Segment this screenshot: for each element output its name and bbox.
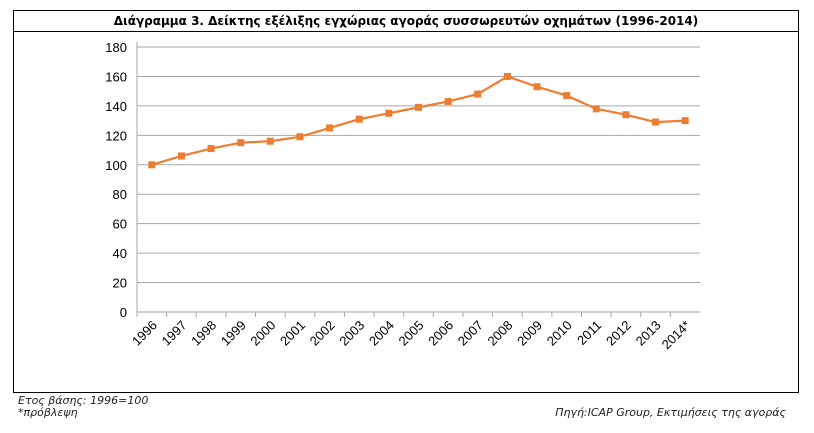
x-tick-label: 1996 — [129, 318, 160, 349]
series-line — [151, 75, 686, 166]
data-point — [266, 137, 274, 145]
y-tick-label: 60 — [113, 217, 127, 232]
data-point — [563, 92, 571, 100]
x-tick-label: 2009 — [514, 318, 545, 349]
x-tick-label: 1999 — [218, 318, 249, 349]
x-tick-label: 2000 — [247, 318, 278, 349]
y-tick-label: 180 — [105, 40, 127, 55]
x-tick-label: 2008 — [484, 318, 515, 349]
data-point — [474, 90, 482, 98]
data-point — [415, 103, 422, 111]
data-point — [237, 139, 245, 147]
source-note: Πηγή:ICAP Group, Εκτιμήσεις της αγοράς — [555, 406, 786, 419]
x-tick-label: 2005 — [396, 318, 427, 349]
data-point — [385, 109, 393, 117]
y-tick-label: 40 — [113, 246, 127, 261]
x-tick-label: 2013 — [633, 318, 664, 349]
x-tick-label: 2004 — [366, 318, 397, 349]
data-point — [148, 161, 156, 169]
x-tick-label: 2014* — [659, 318, 694, 353]
y-tick-label: 160 — [105, 69, 127, 84]
y-tick-label: 20 — [113, 276, 127, 291]
base-year-note: Ετος βάσης: 1996=100 — [18, 394, 149, 407]
x-tick-label: 2006 — [425, 318, 456, 349]
data-point — [177, 152, 185, 160]
data-point — [207, 145, 215, 153]
x-tick-label: 2003 — [336, 318, 367, 349]
x-tick-label: 2007 — [455, 318, 486, 349]
data-point — [326, 124, 334, 132]
data-point — [444, 97, 452, 105]
x-tick-label: 2012 — [603, 318, 634, 349]
x-tick-label: 1998 — [188, 318, 219, 349]
x-tick-label: 2001 — [277, 318, 308, 349]
chart-frame: Διάγραμμα 3. Δείκτης εξέλιξης εγχώριας α… — [13, 10, 799, 393]
data-point — [533, 83, 541, 91]
y-tick-label: 120 — [105, 128, 127, 143]
x-tick-label: 2011 — [574, 318, 604, 348]
x-tick-label: 2010 — [544, 318, 575, 349]
y-tick-label: 100 — [105, 158, 127, 173]
data-point — [681, 117, 689, 125]
data-point — [355, 115, 363, 123]
data-point — [592, 105, 600, 113]
x-tick-label: 2002 — [307, 318, 338, 349]
data-point — [296, 133, 304, 141]
y-tick-label: 0 — [120, 305, 127, 320]
data-point — [503, 72, 511, 80]
data-point — [652, 118, 660, 126]
x-tick-label: 1997 — [159, 318, 190, 349]
y-tick-label: 140 — [105, 99, 127, 114]
data-point — [622, 111, 630, 119]
y-tick-label: 80 — [113, 187, 127, 202]
forecast-note: *πρόβλεψη — [18, 406, 78, 419]
chart-title: Διάγραμμα 3. Δείκτης εξέλιξης εγχώριας α… — [14, 11, 798, 32]
